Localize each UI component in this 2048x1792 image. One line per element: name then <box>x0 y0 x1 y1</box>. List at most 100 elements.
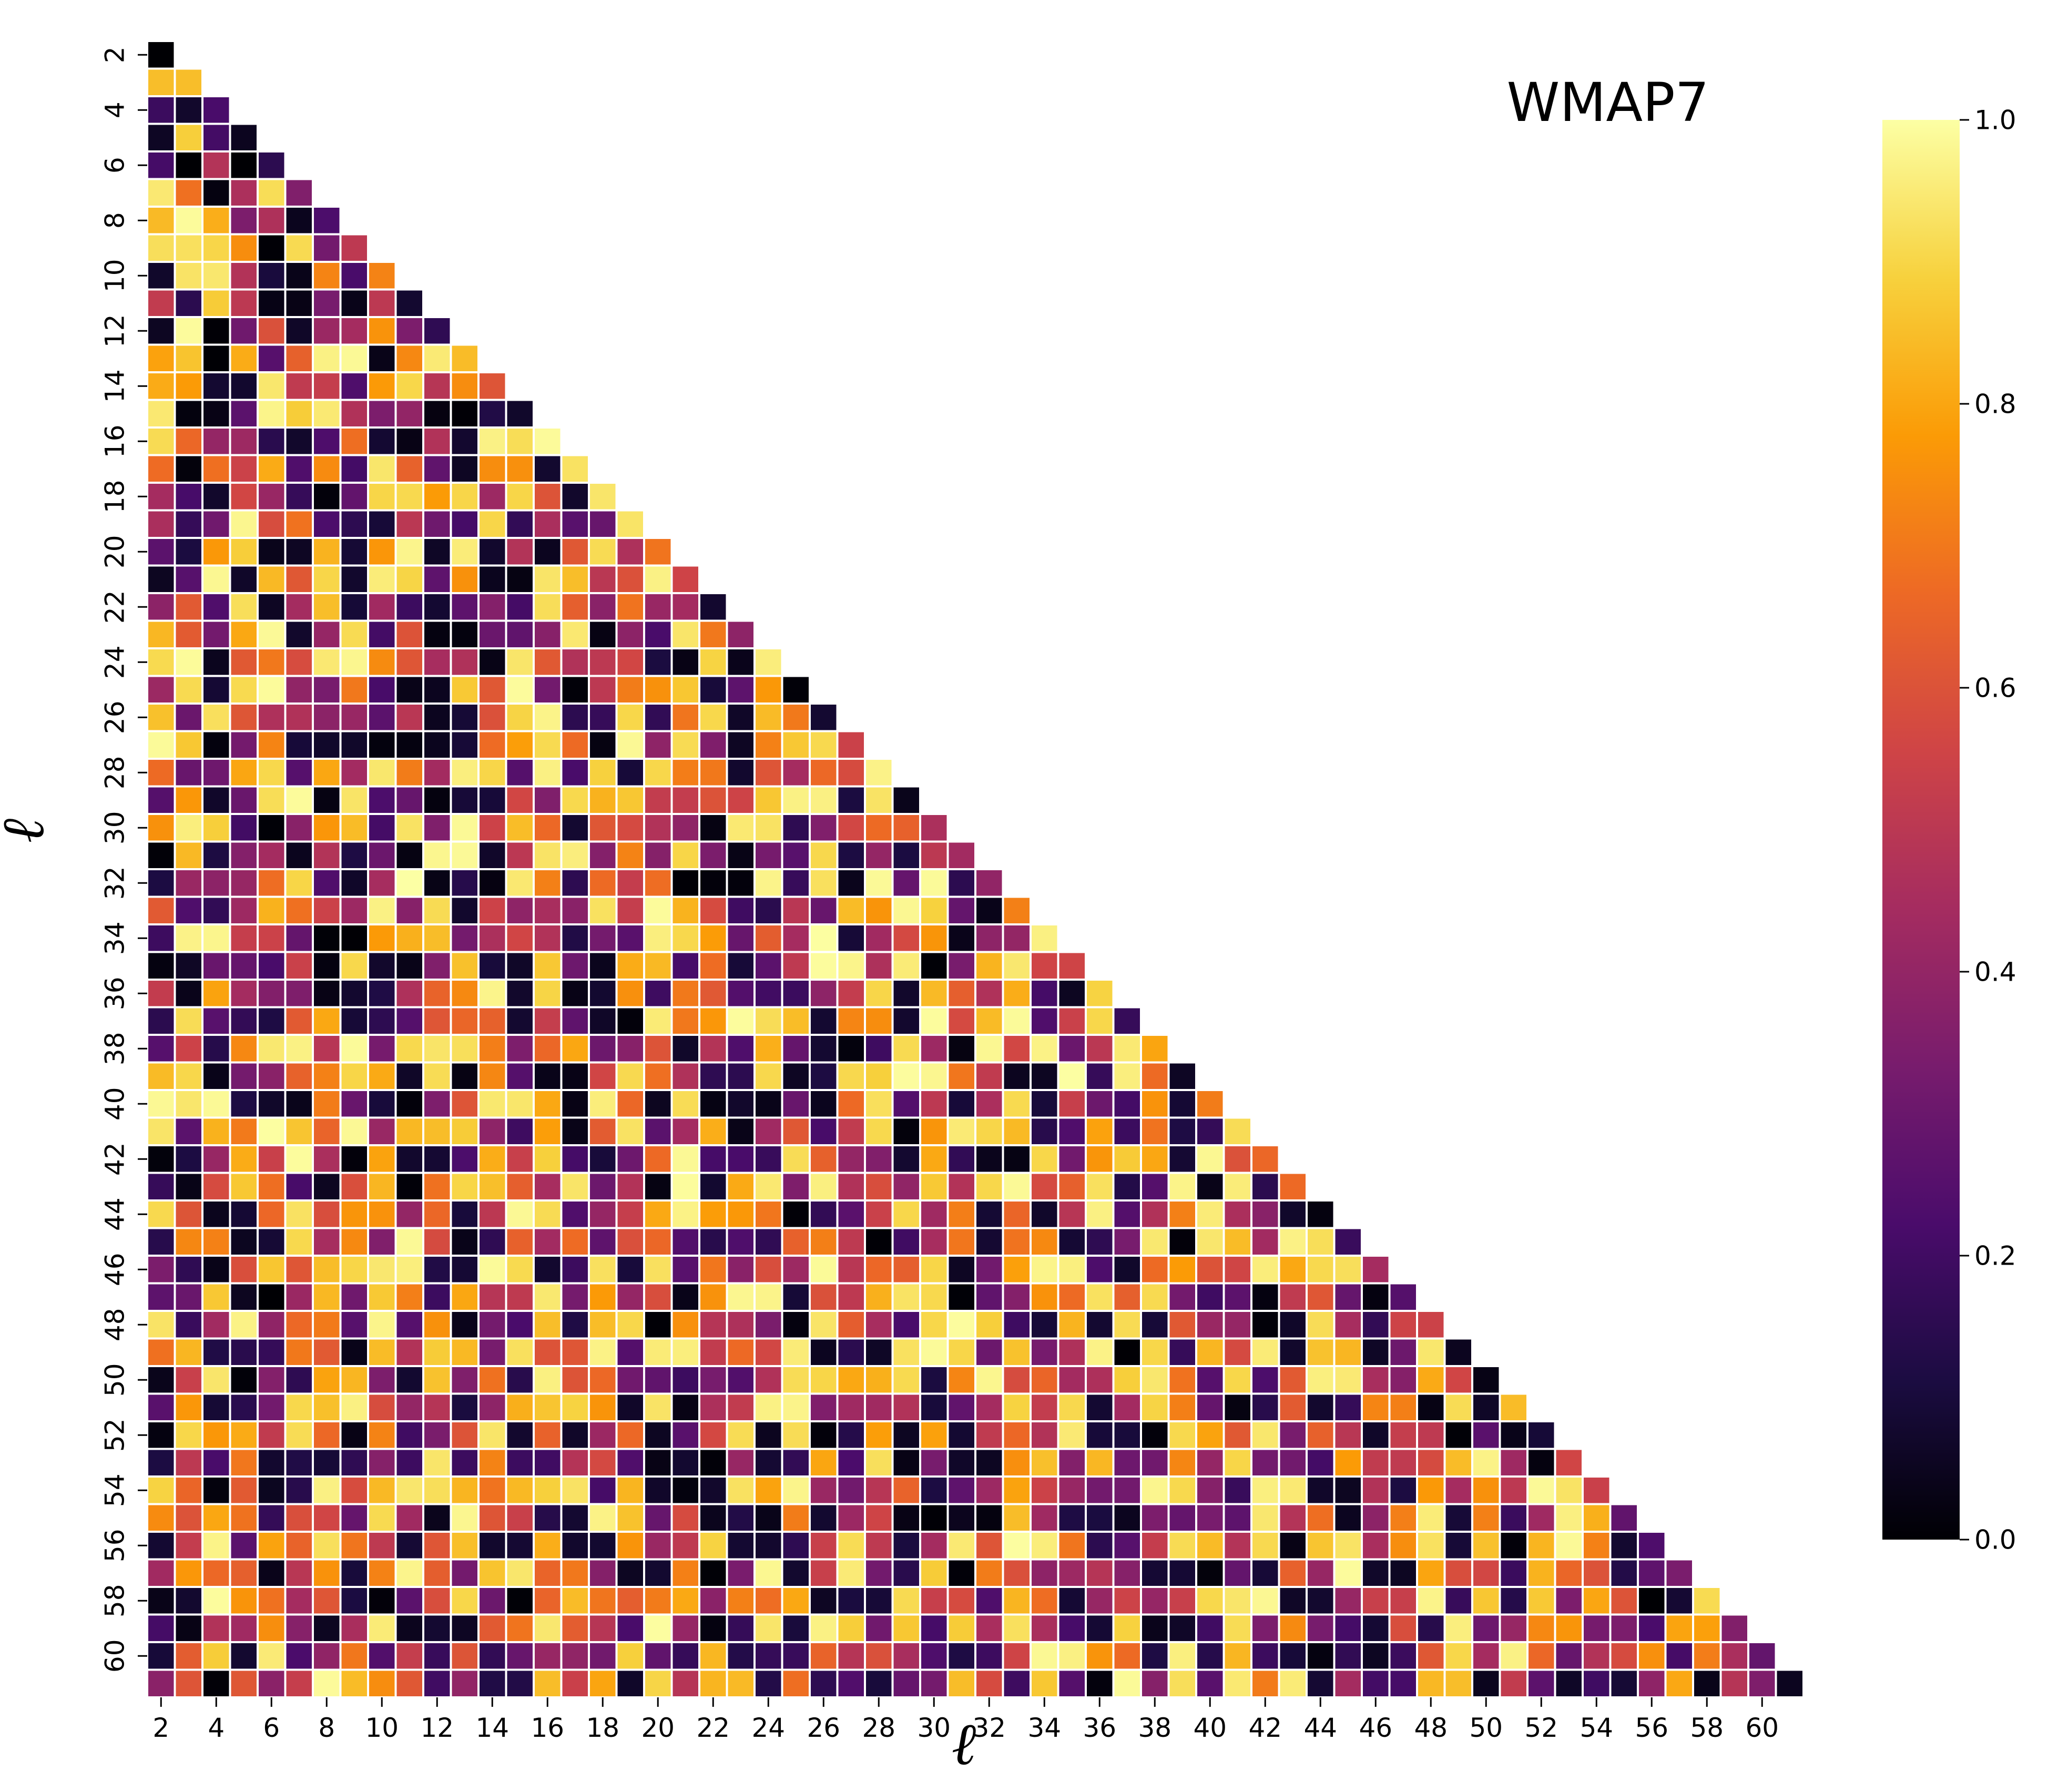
heatmap-cell <box>422 399 452 429</box>
heatmap-cell <box>146 261 176 291</box>
heatmap-cell <box>1195 1089 1225 1119</box>
heatmap-cell <box>919 1448 949 1478</box>
heatmap-cell <box>367 1365 397 1395</box>
heatmap-cell <box>1140 1144 1170 1174</box>
heatmap-cell <box>284 702 314 732</box>
heatmap-cell <box>201 951 231 981</box>
heatmap-cell <box>974 1668 1004 1698</box>
heatmap-cell <box>1388 1613 1418 1643</box>
heatmap-cell <box>670 1061 700 1091</box>
heatmap-cell <box>367 619 397 649</box>
heatmap-cell <box>367 1475 397 1505</box>
heatmap-cell <box>670 1586 700 1616</box>
heatmap-cell <box>312 1475 342 1505</box>
heatmap-cell <box>1582 1641 1612 1671</box>
heatmap-cell <box>588 564 618 594</box>
heatmap-cell <box>1030 951 1059 981</box>
heatmap-cell <box>643 1337 673 1367</box>
heatmap-cell <box>367 675 397 705</box>
heatmap-cell <box>284 923 314 953</box>
heatmap-cell <box>229 426 259 456</box>
heatmap-cell <box>891 1144 921 1174</box>
x-tick-label: 16 <box>531 1713 564 1743</box>
heatmap-cell <box>257 537 287 567</box>
heatmap-cell <box>312 1337 342 1367</box>
heatmap-cell <box>588 537 618 567</box>
heatmap-cell <box>588 1668 618 1698</box>
heatmap-cell <box>753 951 783 981</box>
heatmap-cell <box>615 1641 645 1671</box>
heatmap-cell <box>726 1255 756 1285</box>
heatmap-cell <box>615 1392 645 1422</box>
heatmap-cell <box>174 1227 203 1257</box>
heatmap-cell <box>1526 1613 1556 1643</box>
heatmap-cell <box>1057 979 1087 1009</box>
heatmap-cell <box>394 1448 424 1478</box>
heatmap-cell <box>477 1227 507 1257</box>
heatmap-cell <box>1306 1310 1336 1340</box>
heatmap-cell <box>450 1558 480 1588</box>
heatmap-cell <box>1002 923 1032 953</box>
heatmap-cell <box>891 840 921 870</box>
heatmap-cell <box>284 1310 314 1340</box>
heatmap-cell <box>367 895 397 925</box>
heatmap-cell <box>477 537 507 567</box>
heatmap-cell <box>394 1255 424 1285</box>
heatmap-cell <box>1030 1586 1059 1616</box>
heatmap-cell <box>422 1172 452 1202</box>
heatmap-cell <box>946 1448 976 1478</box>
heatmap-cell <box>643 592 673 622</box>
heatmap-cell <box>1719 1613 1749 1643</box>
heatmap-cell <box>726 1172 756 1202</box>
heatmap-cell <box>781 1061 811 1091</box>
heatmap-cell <box>174 868 203 898</box>
heatmap-cell <box>974 1420 1004 1450</box>
heatmap-cell <box>698 840 728 870</box>
heatmap-cell <box>1112 1116 1142 1146</box>
heatmap-cell <box>864 1255 894 1285</box>
x-tick-label: 48 <box>1414 1713 1448 1743</box>
heatmap-cell <box>312 1613 342 1643</box>
heatmap-cell <box>284 1034 314 1064</box>
heatmap-cell <box>284 868 314 898</box>
heatmap-cell <box>339 951 369 981</box>
heatmap-cell <box>809 1613 839 1643</box>
heatmap-cell <box>643 675 673 705</box>
heatmap-cell <box>781 702 811 732</box>
y-tick-label: 42 <box>100 1142 130 1176</box>
heatmap-cell <box>1002 895 1032 925</box>
heatmap-cell <box>201 1613 231 1643</box>
heatmap-cell <box>284 592 314 622</box>
heatmap-cell <box>284 840 314 870</box>
heatmap-cell <box>781 1613 811 1643</box>
heatmap-cell <box>1361 1448 1391 1478</box>
heatmap-cell <box>588 1531 618 1561</box>
heatmap-cell <box>174 1503 203 1533</box>
heatmap-cell <box>533 979 563 1009</box>
heatmap-cell <box>174 1034 203 1064</box>
heatmap-cell <box>670 1227 700 1257</box>
heatmap-cell <box>919 1172 949 1202</box>
y-tick-label: 20 <box>100 535 130 568</box>
heatmap-cell <box>394 868 424 898</box>
heatmap-cell <box>394 895 424 925</box>
heatmap-cell <box>533 840 563 870</box>
heatmap-cell <box>477 1172 507 1202</box>
heatmap-cell <box>257 730 287 760</box>
heatmap-cell <box>201 647 231 677</box>
heatmap-cell <box>533 426 563 456</box>
heatmap-cell <box>1471 1668 1501 1698</box>
heatmap-cell <box>588 1586 618 1616</box>
heatmap-cell <box>312 233 342 263</box>
heatmap-cell <box>284 785 314 815</box>
heatmap-cell <box>1306 1531 1336 1561</box>
heatmap-cell <box>946 1586 976 1616</box>
heatmap-cell <box>477 1613 507 1643</box>
heatmap-cell <box>146 1365 176 1395</box>
heatmap-cell <box>643 1089 673 1119</box>
heatmap-cell <box>284 509 314 539</box>
heatmap-cell <box>643 1144 673 1174</box>
heatmap-cell <box>726 1116 756 1146</box>
heatmap-cell <box>1002 979 1032 1009</box>
heatmap-cell <box>1140 1089 1170 1119</box>
